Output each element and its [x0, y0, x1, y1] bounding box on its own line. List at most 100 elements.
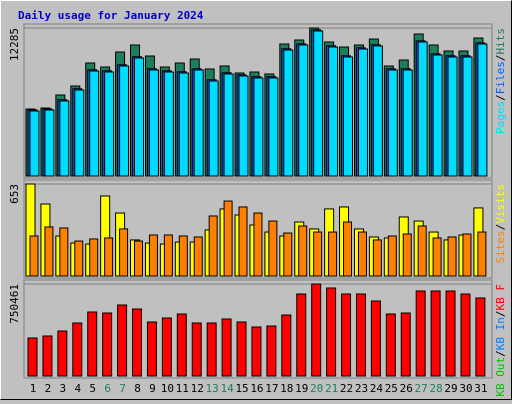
bar	[357, 48, 368, 177]
bar	[163, 234, 173, 277]
bar	[402, 233, 412, 277]
bar	[148, 69, 159, 177]
bar	[477, 231, 487, 277]
legend-separator: /	[494, 94, 507, 101]
x-tick-label: 2	[45, 382, 52, 395]
bar	[343, 56, 354, 177]
bar	[238, 206, 248, 277]
x-tick-label: 5	[89, 382, 96, 395]
bar	[119, 228, 129, 277]
x-tick-label: 24	[370, 382, 384, 395]
bar	[253, 77, 264, 177]
bar	[417, 225, 427, 277]
bar	[117, 304, 128, 377]
bar	[268, 77, 279, 177]
bar	[119, 65, 130, 177]
bar	[477, 43, 488, 177]
legend-entry: Files	[494, 61, 507, 94]
bar	[223, 200, 233, 277]
bar	[400, 312, 411, 377]
bar	[29, 110, 40, 177]
bar	[59, 227, 69, 277]
bar	[357, 231, 367, 277]
x-tick-label: 12	[191, 382, 204, 395]
bar	[193, 236, 203, 277]
x-tick-label: 16	[250, 382, 263, 395]
bar	[268, 220, 278, 277]
legend-entry: Visits	[494, 184, 507, 224]
bar	[372, 45, 383, 177]
bar	[417, 41, 428, 177]
bar	[298, 225, 308, 277]
bar	[313, 231, 323, 277]
x-tick-label: 27	[415, 382, 428, 395]
bar	[475, 297, 486, 377]
bar	[176, 313, 187, 377]
bar	[44, 226, 54, 277]
bar	[343, 221, 353, 277]
bar	[102, 312, 113, 377]
bar	[223, 73, 234, 177]
bar	[163, 71, 174, 177]
bar	[311, 283, 322, 377]
bar	[146, 321, 157, 377]
bar	[355, 293, 366, 377]
legend: KB Out/KB In/KB F	[494, 284, 507, 397]
bar	[27, 337, 38, 377]
bar	[387, 69, 398, 177]
x-tick-label: 31	[474, 382, 487, 395]
x-tick-label: 18	[280, 382, 293, 395]
bar	[74, 240, 84, 277]
bar	[298, 44, 309, 177]
bar	[89, 238, 99, 277]
legend-separator: /	[494, 350, 507, 357]
chart-title: Daily usage for January 2024	[18, 9, 204, 22]
legend: Pages/Files/Hits	[494, 28, 507, 134]
bar	[236, 321, 247, 377]
bar	[132, 308, 143, 377]
x-tick-label: 10	[161, 382, 174, 395]
legend-entry: Sites	[494, 230, 507, 263]
bar	[432, 237, 442, 277]
bar	[178, 72, 189, 177]
x-tick-label: 25	[385, 382, 398, 395]
x-tick-label: 17	[265, 382, 278, 395]
bar	[104, 71, 115, 177]
bar	[29, 235, 39, 277]
bar	[387, 235, 397, 277]
x-tick-label: 9	[149, 382, 156, 395]
x-tick-label: 7	[119, 382, 126, 395]
bar	[385, 313, 396, 377]
bar	[326, 287, 337, 377]
bar	[415, 290, 426, 377]
bar	[266, 325, 277, 377]
x-tick-label: 28	[429, 382, 442, 395]
bar	[313, 30, 324, 177]
x-tick-label: 23	[355, 382, 368, 395]
x-tick-label: 15	[235, 382, 248, 395]
bar	[430, 290, 441, 377]
x-tick-label: 3	[60, 382, 67, 395]
bar	[370, 300, 381, 377]
bar	[161, 317, 172, 377]
bar	[447, 56, 458, 177]
bar	[328, 46, 339, 177]
bar	[372, 239, 382, 277]
x-tick-label: 11	[176, 382, 189, 395]
bar	[208, 215, 218, 277]
bar	[134, 240, 144, 277]
y-tick-label: 750461	[8, 284, 21, 324]
legend-entry: KB Out	[494, 357, 507, 397]
bar	[104, 237, 114, 277]
bar	[206, 322, 217, 377]
legend-entry: KB In	[494, 317, 507, 350]
bar	[251, 326, 262, 377]
x-tick-label: 22	[340, 382, 353, 395]
bar	[447, 236, 457, 277]
x-tick-label: 4	[74, 382, 81, 395]
x-tick-label: 30	[459, 382, 472, 395]
legend-entry: KB F	[494, 284, 507, 311]
x-tick-label: 8	[134, 382, 141, 395]
bar	[238, 75, 249, 177]
